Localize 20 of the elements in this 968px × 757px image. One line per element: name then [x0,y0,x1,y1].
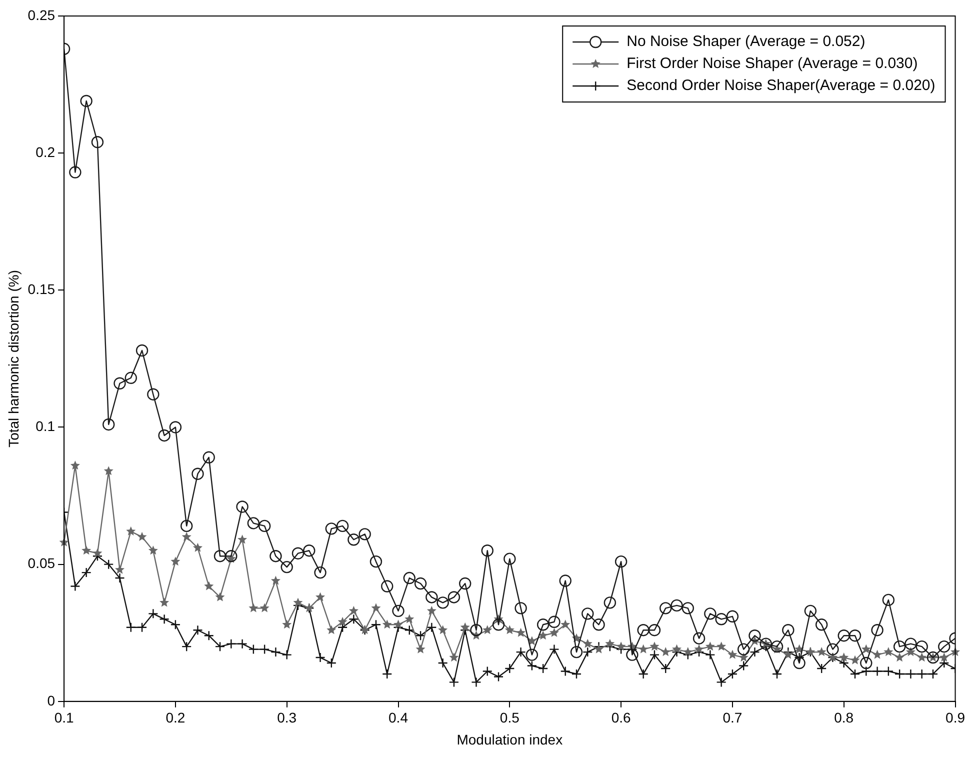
x-tick-label: 0.9 [946,710,966,726]
y-tick-label: 0 [47,692,56,708]
y-tick-label: 0.25 [28,6,56,23]
x-tick-label: 0.6 [611,710,632,726]
x-tick-label: 0.7 [722,710,742,726]
x-axis-title: Modulation index [456,731,563,748]
x-tick-label: 0.5 [500,710,520,726]
x-tick-label: 0.1 [54,710,74,726]
y-tick-label: 0.15 [28,281,56,298]
y-tick-label: 0.1 [36,418,56,434]
legend-label: First Order Noise Shaper (Average = 0.030) [626,55,918,72]
x-tick-label: 0.8 [834,710,854,726]
y-tick-label: 0.2 [36,144,56,160]
x-tick-label: 0.3 [277,710,297,726]
x-tick-label: 0.4 [388,710,408,726]
legend-label: Second Order Noise Shaper(Average = 0.020) [626,77,936,94]
y-axis-title: Total harmonic distortion (%) [5,270,22,448]
x-tick-label: 0.2 [166,710,186,726]
y-tick-label: 0.05 [28,555,56,572]
legend-label: No Noise Shaper (Average = 0.052) [626,33,866,50]
